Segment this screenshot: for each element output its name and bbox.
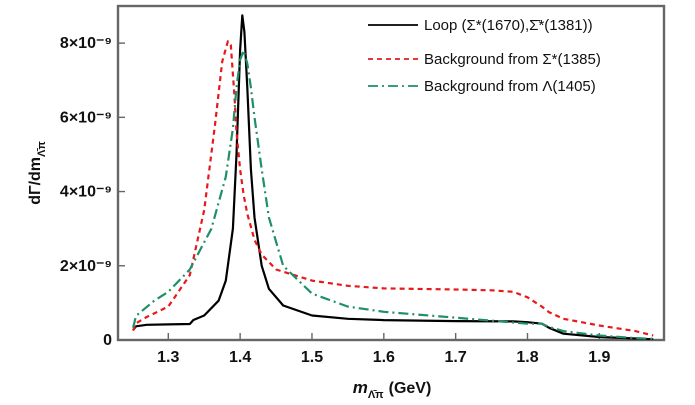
legend-label-loop: Loop (Σ*(1670),Σ̄*(1381)) [424, 17, 593, 34]
x-tick-label: 1.7 [445, 349, 467, 366]
x-tick-label: 1.3 [157, 349, 179, 366]
x-axis-title: mΛ̄π (GeV) [353, 378, 432, 401]
legend-label-lambda-background: Background from Λ(1405) [424, 78, 596, 95]
x-axis-title-subscript: Λ̄π [368, 389, 384, 401]
x-tick-label: 1.5 [301, 349, 323, 366]
series-line-1 [132, 40, 654, 337]
x-axis-title-unit: (GeV) [389, 380, 432, 397]
legend-label-sigma-background: Background from Σ*(1385) [424, 51, 601, 68]
y-axis-title-subscript: Λ̄π [36, 141, 48, 157]
series-line-2 [132, 49, 654, 340]
x-tick-label: 1.6 [373, 349, 395, 366]
y-tick-label: 8×10⁻⁹ [60, 35, 112, 52]
plot-frame [116, 4, 666, 342]
series-layer [132, 14, 654, 340]
legend: Loop (Σ*(1670),Σ̄*(1381)) Background fro… [368, 17, 601, 95]
x-tick-label: 1.8 [516, 349, 538, 366]
x-axis-title-main: m [353, 378, 368, 397]
x-axis-ticks: 1.3 1.4 1.5 1.6 1.7 1.8 1.9 [157, 333, 611, 366]
y-tick-label: 6×10⁻⁹ [60, 109, 112, 126]
y-axis-ticks: 0 2×10⁻⁹ 4×10⁻⁹ 6×10⁻⁹ 8×10⁻⁹ [60, 35, 125, 349]
x-tick-label: 1.9 [588, 349, 610, 366]
y-axis-title: dΓ/dmΛ̄π [27, 141, 48, 205]
y-tick-label: 4×10⁻⁹ [60, 184, 112, 201]
y-axis-title-main: dΓ/dm [27, 157, 44, 205]
y-tick-label: 2×10⁻⁹ [60, 258, 112, 275]
x-tick-label: 1.4 [229, 349, 251, 366]
y-tick-label: 0 [103, 332, 112, 349]
